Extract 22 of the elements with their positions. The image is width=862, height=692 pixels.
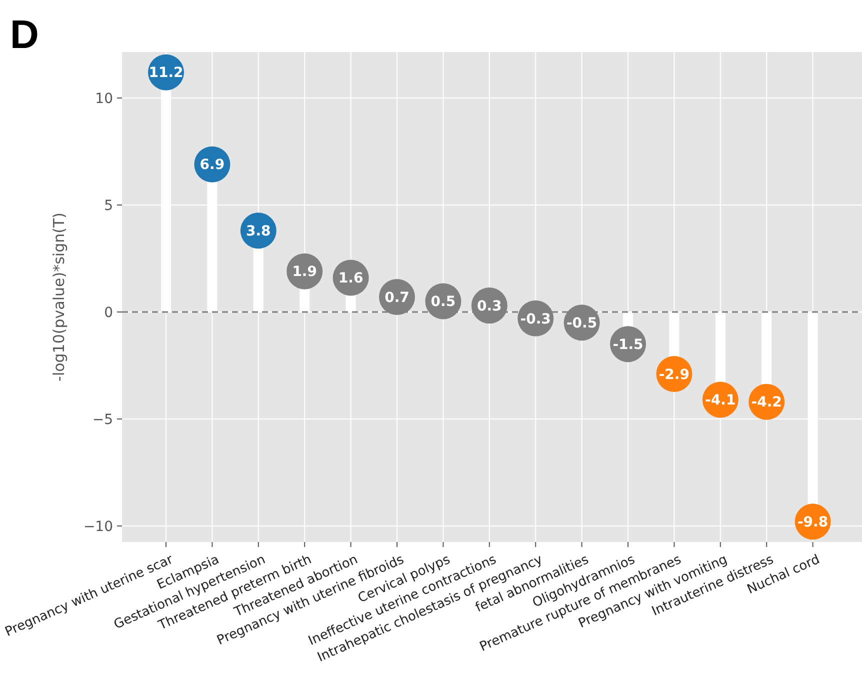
data-label: 11.2 (148, 65, 184, 82)
data-label: -4.2 (751, 394, 782, 411)
y-tick-label: 0 (104, 304, 113, 321)
data-label: 1.6 (338, 270, 364, 287)
data-label: -2.9 (658, 366, 690, 383)
data-label: -9.8 (797, 514, 828, 531)
y-axis-title: -log10(pvalue)*sign(T) (50, 212, 68, 382)
data-label: -0.3 (520, 311, 551, 328)
chart-title: D (10, 13, 39, 57)
data-label: -1.5 (612, 336, 644, 353)
data-label: 1.9 (292, 264, 318, 280)
data-label: 6.9 (200, 157, 225, 174)
y-tick-label: 5 (104, 198, 113, 214)
data-label: -0.5 (566, 316, 598, 332)
data-label: -4.1 (705, 392, 736, 409)
data-label: 0.7 (384, 290, 410, 306)
y-tick-label: −5 (92, 412, 113, 428)
y-tick-label: −10 (83, 518, 113, 535)
data-label: 0.5 (430, 294, 456, 310)
y-tick-label: 10 (95, 90, 113, 107)
data-label: 0.3 (476, 298, 502, 314)
data-label: 3.8 (246, 224, 271, 240)
